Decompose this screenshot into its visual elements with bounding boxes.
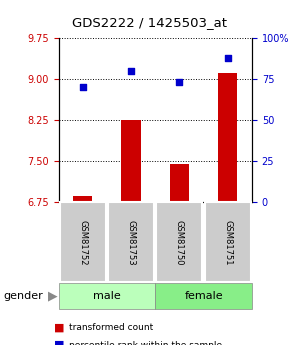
Text: gender: gender — [3, 291, 43, 301]
Text: GSM81751: GSM81751 — [223, 220, 232, 265]
Text: GSM81750: GSM81750 — [175, 220, 184, 265]
Text: ■: ■ — [54, 340, 64, 345]
Text: GSM81753: GSM81753 — [127, 219, 136, 265]
Point — [225, 55, 230, 60]
Point — [129, 68, 134, 73]
Bar — [170, 164, 189, 202]
Text: ▶: ▶ — [48, 289, 57, 302]
Text: transformed count: transformed count — [69, 323, 153, 332]
Bar — [73, 196, 92, 202]
Text: GSM81752: GSM81752 — [78, 220, 87, 265]
Text: male: male — [93, 291, 121, 301]
Text: GDS2222 / 1425503_at: GDS2222 / 1425503_at — [73, 16, 227, 29]
Bar — [218, 73, 238, 202]
Text: female: female — [184, 291, 223, 301]
Point — [177, 79, 182, 85]
Text: ■: ■ — [54, 323, 64, 333]
Text: percentile rank within the sample: percentile rank within the sample — [69, 341, 222, 345]
Point — [80, 84, 85, 90]
Bar — [122, 120, 141, 202]
